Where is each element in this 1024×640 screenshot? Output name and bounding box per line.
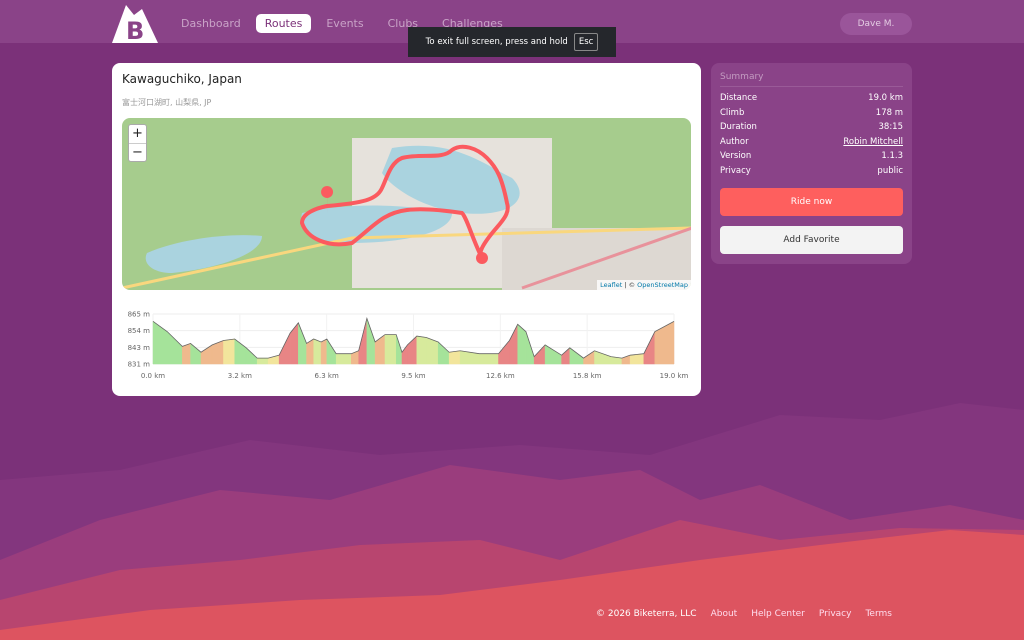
map-tiles [122,138,691,290]
y-tick-label: 831 m [128,361,151,369]
y-tick-label: 843 m [128,344,151,352]
summary-panel: Summary Distance 19.0 km Climb 178 m Duratio… [711,63,912,264]
copyright: © 2026 Biketerra, LLC [596,609,697,619]
footer: © 2026 Biketerra, LLC About Help Center … [596,609,892,619]
toast-text: To exit full screen, press and hold [425,37,568,47]
osm-link[interactable]: OpenStreetMap [637,281,688,289]
footer-privacy[interactable]: Privacy [818,609,852,619]
footer-terms[interactable]: Terms [865,609,892,619]
route-location: 富士河口湖町, 山梨県, JP [122,98,212,107]
elevation-segment [561,347,571,365]
route-title: Kawaguchiko, Japan [122,72,242,86]
nav-clubs[interactable]: Clubs [387,17,419,30]
summary-label: Climb [720,107,745,118]
map-attribution: Leaflet | © OpenStreetMap [597,280,691,290]
summary-row-author: Author Robin Mitchell [720,137,903,152]
elevation-segment [190,342,202,365]
summary-label: Distance [720,93,758,103]
elevation-segment [448,350,461,365]
x-tick-label: 6.3 km [315,372,339,380]
x-tick-label: 3.2 km [228,372,252,380]
x-tick-label: 15.8 km [573,372,602,380]
route-card: Kawaguchiko, Japan 富士河口湖町, 山梨県, JP + − L… [112,63,701,396]
summary-value: 38:15 [878,122,904,132]
summary-label: Privacy [720,165,751,176]
nav-dashboard[interactable]: Dashboard [181,17,241,30]
summary-row-privacy: Privacy public [720,166,903,181]
route-line [299,144,510,262]
summary-value: public [877,165,903,176]
elevation-segment [320,338,328,365]
esc-key: Esc [573,33,599,51]
user-menu-button[interactable]: Dave M. [840,13,912,35]
attribution-separator: | © [622,281,638,289]
elevation-segment [234,338,247,365]
elevation-segment [569,347,584,365]
summary-value: 1.1.3 [881,151,903,161]
elevation-segment [167,331,183,365]
fullscreen-toast: To exit full screen, press and hold Esc [408,27,616,57]
map-zoom-control: + − [128,124,147,162]
elevation-segment [182,343,191,365]
summary-heading: Summary [720,72,903,87]
x-tick-label: 0.0 km [141,372,165,380]
elevation-segment [366,318,376,365]
elevation-segment [335,353,352,365]
summary-value: 19.0 km [868,93,903,103]
y-tick-label: 854 m [128,327,151,335]
nav-challenges[interactable]: Challenges [442,17,503,30]
summary-row-duration: Duration 38:15 [720,122,903,137]
x-tick-label: 19.0 km [660,372,689,380]
nav-routes[interactable]: Routes [255,14,312,33]
elevation-segment [384,334,397,365]
summary-value: 178 m [875,107,903,118]
main-nav: Dashboard Routes Events Clubs Challenges [172,14,512,33]
x-tick-label: 12.6 km [486,372,515,380]
summary-row-distance: Distance 19.0 km [720,93,903,108]
nav-events[interactable]: Events [326,17,364,30]
summary-label: Version [720,151,752,161]
elevation-segment [459,350,480,365]
footer-help[interactable]: Help Center [751,609,805,619]
elevation-segment [298,322,307,365]
elevation-segment [223,338,235,365]
elevation-segment [374,334,386,365]
elevation-segment [313,338,322,365]
elevation-segment [654,320,675,365]
elevation-segment [358,318,368,365]
route-map[interactable]: + − Leaflet | © OpenStreetMap [122,118,691,290]
elevation-segment [152,320,168,365]
summary-label: Duration [720,122,757,132]
biketerra-logo[interactable]: B [112,5,158,43]
x-tick-label: 9.5 km [401,372,425,380]
elevation-segment [594,350,612,365]
svg-text:B: B [126,17,144,43]
elevation-chart: 865 m 854 m 843 m 831 m 0.0 km 3.2 km 6.3 km 9.… [128,311,689,381]
add-favorite-button[interactable]: Add Favorite [720,226,903,254]
y-tick-label: 865 m [128,311,151,319]
zoom-out-button[interactable]: − [129,143,146,161]
summary-row-climb: Climb 178 m [720,108,903,123]
elevation-segment [278,333,291,365]
top-navigation: B Dashboard Routes Events Clubs Challeng… [0,0,1024,43]
elevation-segment [351,350,359,365]
elevation-segment [479,353,499,365]
leaflet-link[interactable]: Leaflet [600,281,623,289]
elevation-line [152,317,675,359]
author-link[interactable]: Robin Mitchell [843,136,903,147]
elevation-segment [256,357,269,365]
elevation-segment [416,335,427,365]
elevation-segment [245,347,258,365]
elevation-segment [437,341,450,365]
zoom-in-button[interactable]: + [132,126,143,141]
summary-label: Author [720,136,749,147]
footer-about[interactable]: About [710,609,738,619]
elevation-segment [289,322,299,365]
ride-now-button[interactable]: Ride now [720,188,903,216]
summary-row-version: Version 1.1.3 [720,151,903,166]
